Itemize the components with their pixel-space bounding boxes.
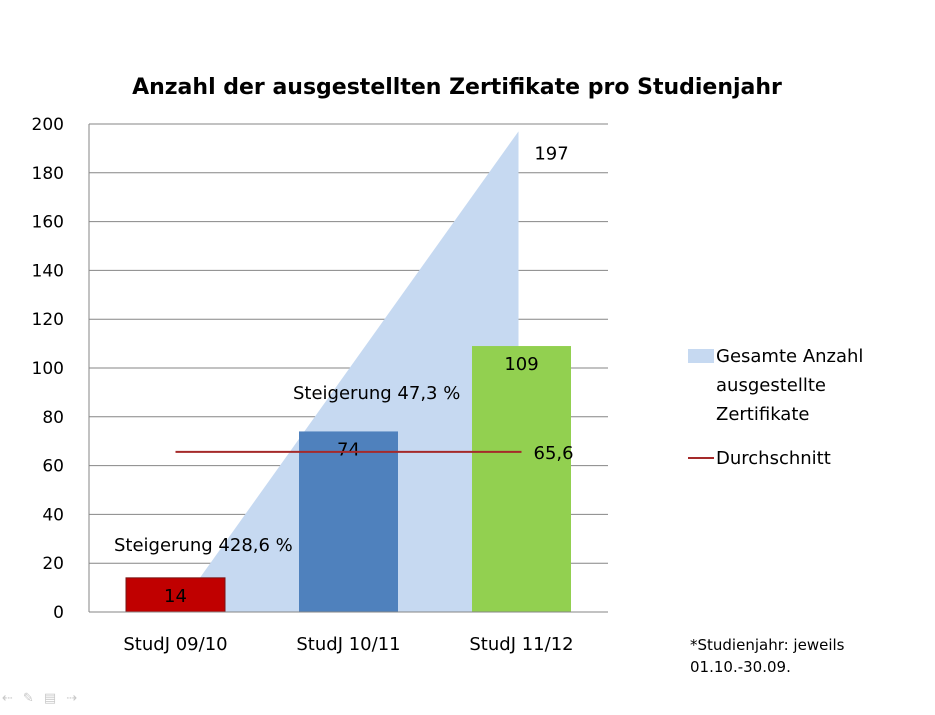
y-tick-0: 0 xyxy=(53,603,64,623)
y-tick-200: 200 xyxy=(32,115,64,135)
y-tick-20: 20 xyxy=(42,554,64,574)
arrow-left-icon[interactable]: ⇠ xyxy=(2,690,13,706)
x-tick-label-2: StudJ 11/12 xyxy=(469,634,573,655)
legend-swatch-area xyxy=(688,349,714,363)
y-tick-100: 100 xyxy=(32,359,64,379)
annotation-increase-2: Steigerung 47,3 % xyxy=(293,383,460,404)
y-tick-40: 40 xyxy=(42,505,64,525)
y-tick-120: 120 xyxy=(32,310,64,330)
footnote-line-2: 01.10.-30.09. xyxy=(690,658,791,676)
y-tick-140: 140 xyxy=(32,261,64,281)
menu-icon[interactable]: ▤ xyxy=(43,690,57,706)
bar-value-label-1: 74 xyxy=(337,439,360,460)
area-total-certificates xyxy=(175,131,519,612)
legend-area-line-1: Gesamte Anzahl xyxy=(716,346,863,367)
x-axis: StudJ 09/10 StudJ 10/11 StudJ 11/12 xyxy=(89,611,608,655)
y-tick-160: 160 xyxy=(32,213,64,233)
area-value-label: 197 xyxy=(534,143,568,164)
legend: Gesamte Anzahl ausgestellte Zertifikate … xyxy=(688,346,863,469)
y-axis: 0 20 40 60 80 100 120 140 160 180 200 xyxy=(32,115,90,623)
bar-value-label-2: 109 xyxy=(504,354,538,375)
chart-title: Anzahl der ausgestellten Zertifikate pro… xyxy=(132,75,782,100)
bars: 14 74 109 xyxy=(125,346,571,613)
bar-value-label-0: 14 xyxy=(164,586,187,607)
average-value-label: 65,6 xyxy=(534,443,574,464)
y-tick-60: 60 xyxy=(42,457,64,477)
y-tick-80: 80 xyxy=(42,408,64,428)
y-tick-180: 180 xyxy=(32,164,64,184)
x-tick-label-1: StudJ 10/11 xyxy=(296,634,400,655)
pen-icon[interactable]: ✎ xyxy=(22,690,34,706)
x-tick-label-0: StudJ 09/10 xyxy=(123,634,227,655)
slide-toolbar: ⇠ ✎ ▤ ⇢ xyxy=(0,688,112,708)
legend-area-line-2: ausgestellte xyxy=(716,375,826,396)
annotation-increase-1: Steigerung 428,6 % xyxy=(114,535,293,556)
bar-2 xyxy=(472,346,571,612)
legend-area-line-3: Zertifikate xyxy=(716,404,809,425)
footnote-line-1: *Studienjahr: jeweils xyxy=(690,636,845,654)
legend-average-label: Durchschnitt xyxy=(716,448,831,469)
arrow-right-icon[interactable]: ⇢ xyxy=(66,690,78,706)
bar-1 xyxy=(299,431,398,612)
